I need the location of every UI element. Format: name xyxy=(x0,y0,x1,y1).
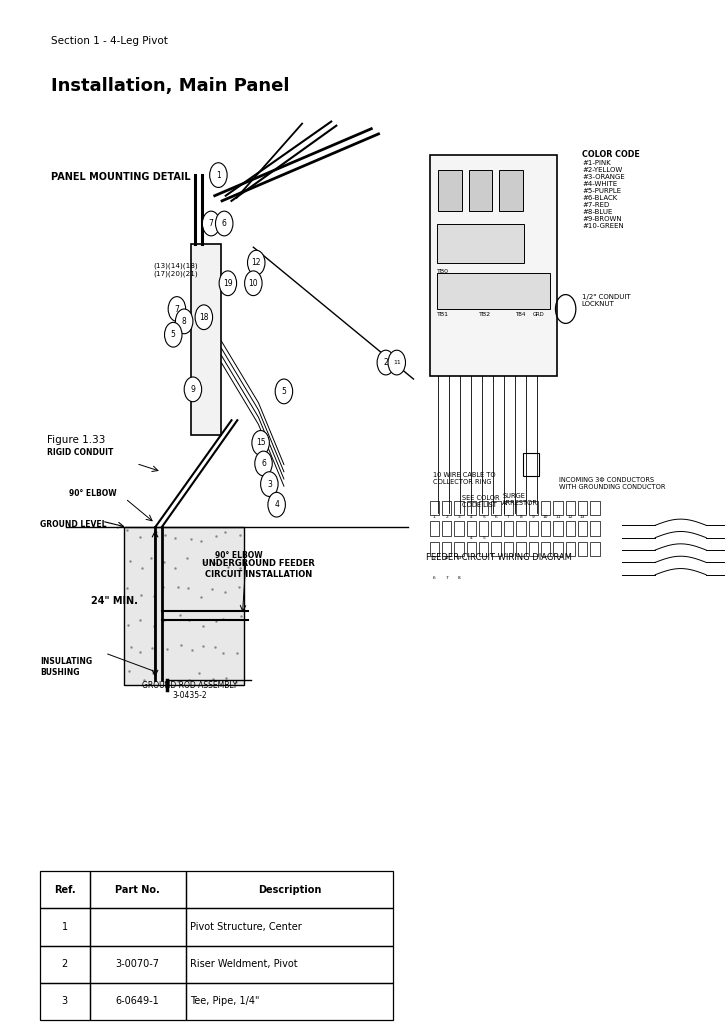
Bar xyxy=(90,946,186,983)
Text: GROUND LEVEL: GROUND LEVEL xyxy=(40,520,106,528)
Bar xyxy=(504,542,513,556)
Bar xyxy=(529,542,538,556)
Bar xyxy=(541,542,550,556)
Bar xyxy=(541,521,550,536)
Text: 11: 11 xyxy=(555,515,561,519)
Bar xyxy=(504,501,513,515)
Text: Tee, Pipe, 1/4": Tee, Pipe, 1/4" xyxy=(190,996,259,1006)
Text: 6: 6 xyxy=(261,459,266,468)
Text: 1: 1 xyxy=(62,922,68,932)
Bar xyxy=(438,170,462,211)
Text: 10 WIRE CABLE TO
COLLECTOR RING: 10 WIRE CABLE TO COLLECTOR RING xyxy=(433,472,496,485)
Text: 5: 5 xyxy=(483,536,485,540)
Bar xyxy=(523,453,539,476)
Text: 3-0070-7: 3-0070-7 xyxy=(116,959,159,969)
Circle shape xyxy=(215,211,233,236)
Text: 11: 11 xyxy=(393,360,400,365)
Text: 1: 1 xyxy=(433,515,435,519)
Text: 6-0649-1: 6-0649-1 xyxy=(116,996,159,1006)
Text: TB0: TB0 xyxy=(437,269,448,274)
Text: 5: 5 xyxy=(282,387,286,396)
Text: Pivot Structure, Center: Pivot Structure, Center xyxy=(190,922,302,932)
Text: GRD: GRD xyxy=(533,312,545,317)
Bar xyxy=(566,501,575,515)
Text: 6: 6 xyxy=(433,576,435,580)
Text: Section 1 - 4-Leg Pivot: Section 1 - 4-Leg Pivot xyxy=(51,36,168,46)
Circle shape xyxy=(168,297,186,321)
Bar xyxy=(442,501,451,515)
Circle shape xyxy=(252,431,269,455)
Bar xyxy=(491,501,501,515)
Text: Installation, Main Panel: Installation, Main Panel xyxy=(51,77,290,95)
Bar xyxy=(454,501,464,515)
Bar xyxy=(578,521,587,536)
Text: 1/2" CONDUIT
LOCKNUT: 1/2" CONDUIT LOCKNUT xyxy=(582,295,630,307)
Bar xyxy=(467,521,476,536)
Bar xyxy=(541,501,550,515)
Circle shape xyxy=(377,350,395,375)
Circle shape xyxy=(245,271,262,296)
Text: Part No.: Part No. xyxy=(115,885,160,895)
Circle shape xyxy=(184,377,202,402)
Circle shape xyxy=(219,271,237,296)
Bar xyxy=(430,542,439,556)
Circle shape xyxy=(165,322,182,347)
Text: 10: 10 xyxy=(543,515,548,519)
Text: 2: 2 xyxy=(446,515,448,519)
Text: 8: 8 xyxy=(458,576,460,580)
Bar xyxy=(553,501,563,515)
Text: 1: 1 xyxy=(216,171,221,179)
Circle shape xyxy=(202,211,220,236)
Circle shape xyxy=(255,451,272,476)
Text: 7: 7 xyxy=(507,515,510,519)
Bar xyxy=(590,501,600,515)
Text: TB1: TB1 xyxy=(437,312,448,317)
Text: 10: 10 xyxy=(248,279,258,287)
Bar xyxy=(590,542,600,556)
Text: 2: 2 xyxy=(62,959,68,969)
Bar xyxy=(499,170,523,211)
Bar xyxy=(479,521,488,536)
Text: 4: 4 xyxy=(274,501,279,509)
Text: 3: 3 xyxy=(458,515,460,519)
Bar xyxy=(454,542,464,556)
Text: 8: 8 xyxy=(182,317,186,325)
Bar xyxy=(437,224,524,263)
Text: (13)(14)(18)
(17)(20)(21): (13)(14)(18) (17)(20)(21) xyxy=(153,263,197,277)
Bar xyxy=(454,521,464,536)
Bar xyxy=(90,983,186,1020)
Bar xyxy=(430,154,557,376)
Text: 7: 7 xyxy=(446,576,448,580)
Bar xyxy=(191,244,221,435)
Text: 9: 9 xyxy=(191,385,195,393)
Text: 13: 13 xyxy=(456,556,462,560)
Circle shape xyxy=(275,379,293,404)
Bar xyxy=(40,871,90,908)
Text: 19: 19 xyxy=(223,279,233,287)
Bar xyxy=(566,521,575,536)
Circle shape xyxy=(388,350,405,375)
Circle shape xyxy=(261,472,278,496)
Bar xyxy=(442,521,451,536)
Text: 3: 3 xyxy=(267,480,272,488)
Bar xyxy=(124,527,244,685)
Text: TB2: TB2 xyxy=(479,312,491,317)
Bar xyxy=(553,521,563,536)
Bar xyxy=(186,871,393,908)
Bar xyxy=(529,521,538,536)
Text: COLOR CODE: COLOR CODE xyxy=(582,149,640,159)
Bar xyxy=(186,983,393,1020)
Bar xyxy=(516,542,526,556)
Text: 90° ELBOW: 90° ELBOW xyxy=(215,551,262,560)
Text: 3: 3 xyxy=(62,996,68,1006)
Text: GROUND ROD ASSEMBLY
3-0435-2: GROUND ROD ASSEMBLY 3-0435-2 xyxy=(142,681,237,700)
Bar xyxy=(442,542,451,556)
Text: 15: 15 xyxy=(256,439,266,447)
Bar xyxy=(516,501,526,515)
Text: 8: 8 xyxy=(520,515,522,519)
Bar xyxy=(516,521,526,536)
Bar xyxy=(430,521,439,536)
Text: 13: 13 xyxy=(580,515,585,519)
Text: 10: 10 xyxy=(444,556,449,560)
Text: FEEDER CIRCUIT WIRING DIAGRAM: FEEDER CIRCUIT WIRING DIAGRAM xyxy=(426,553,571,562)
